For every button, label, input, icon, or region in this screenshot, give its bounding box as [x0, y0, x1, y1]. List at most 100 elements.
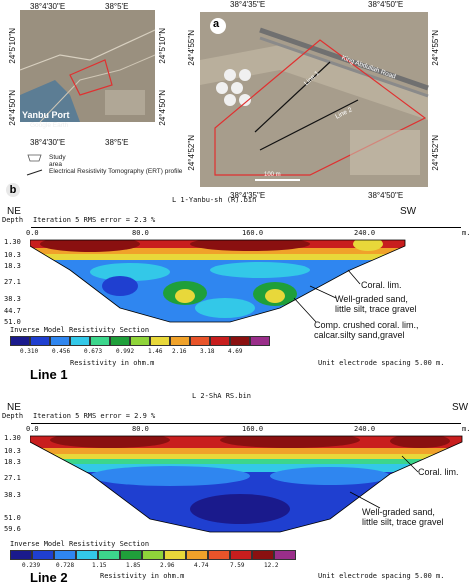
resistivity-section-2: L 2-ShA RS.bin NE SW Depth Iteration 5 R…	[0, 392, 474, 585]
section1-file-title: L 1-Yanbu-sh (R).bin	[172, 196, 257, 204]
coord-left-a2: 24°4'52"N	[187, 135, 196, 171]
section1-swatch	[110, 336, 130, 346]
section1-legend-unit: Resistivity in ohm.m	[70, 359, 155, 367]
coord-top-2: 38°5'E	[105, 2, 129, 11]
section1-legend-value: 2.16	[172, 348, 187, 355]
section1-swatch	[170, 336, 190, 346]
coord-bottom-a2: 38°4'50"E	[368, 191, 404, 200]
place-label: Yanbu Port	[22, 110, 70, 120]
section1-legend-value: 0.456	[52, 348, 71, 355]
legend-ert-profile: Electrical Resistivity Tomography (ERT) …	[49, 168, 183, 175]
section1-legend-value: 0.673	[84, 348, 103, 355]
coord-bottom-a1: 38°4'35"E	[230, 191, 266, 200]
section2-pseudosection	[30, 435, 463, 533]
section1-xtick-0: 0.0	[26, 229, 39, 237]
coord-bottom-2: 38°5'E	[105, 138, 129, 147]
section2-depth-2: 10.3	[4, 447, 21, 455]
section2-line-title: Line 2	[30, 570, 68, 585]
panel-label-b: b	[6, 183, 20, 197]
section1-legend-title: Inverse Model Resistivity Section	[10, 326, 150, 334]
section2-swatch	[10, 550, 32, 560]
location-map: 38°4'30"E 38°5'E 24°5'10"N 24°4'50"N 24°…	[0, 0, 185, 147]
section2-xtick-80: 80.0	[132, 425, 149, 433]
section2-legend-unit: Resistivity in ohm.m	[100, 572, 185, 580]
section2-depth-label: Depth	[2, 412, 24, 420]
map-credit: Google Earth	[30, 122, 69, 129]
section1-color-legend: 0.310 0.456 0.673 0.992 1.46 2.16 3.18 4…	[10, 336, 280, 358]
section2-ne: NE	[7, 402, 21, 413]
section1-swatch	[10, 336, 30, 346]
coord-right-a2: 24°4'52"N	[431, 135, 440, 171]
section1-ann-coral: Coral. lim.	[361, 280, 402, 290]
scale-bar-label: 100 m	[264, 172, 281, 178]
section2-legend-value: 7.59	[230, 562, 245, 569]
section2-legend-value: 0.728	[56, 562, 75, 569]
section1-swatch	[70, 336, 90, 346]
section1-spacing: Unit electrode spacing 5.00 m.	[318, 359, 445, 367]
section2-file-title: L 2-ShA RS.bin	[192, 392, 252, 400]
section2-xtick-0: 0.0	[26, 425, 39, 433]
section2-depth-7: 59.6	[4, 525, 21, 533]
section2-ann-sand-2: little silt, trace gravel	[362, 517, 444, 527]
section1-swatch	[190, 336, 210, 346]
section1-legend-value: 0.310	[20, 348, 39, 355]
section1-pseudosection	[30, 239, 406, 323]
section1-legend-value: 0.992	[116, 348, 135, 355]
section1-xunit: m.	[462, 229, 471, 237]
section2-swatch	[120, 550, 142, 560]
section1-swatch	[130, 336, 150, 346]
section2-spacing: Unit electrode spacing 5.00 m.	[318, 572, 445, 580]
coord-left-1: 24°5'10"N	[8, 28, 17, 64]
section2-swatch	[208, 550, 230, 560]
resistivity-section-1: L 1-Yanbu-sh (R).bin NE SW Depth Iterati…	[0, 196, 474, 386]
section1-depth-label: Depth	[2, 216, 24, 224]
section1-depth-6: 44.7	[4, 307, 21, 315]
section1-iteration: Iteration 5 RMS error = 2.3 %	[33, 216, 156, 224]
legend-study-area: Study area	[49, 154, 66, 168]
section1-depth-5: 38.3	[4, 295, 21, 303]
section2-depth-6: 51.0	[4, 514, 21, 522]
section1-xtick-240: 240.0	[354, 229, 376, 237]
section2-swatch	[54, 550, 76, 560]
coord-top-a1: 38°4'35"E	[230, 0, 266, 9]
section1-swatch	[150, 336, 170, 346]
section2-swatch	[32, 550, 54, 560]
section1-x-axis	[31, 227, 461, 228]
section1-depth-7: 51.0	[4, 318, 21, 326]
coord-left-2: 24°4'50"N	[8, 90, 17, 126]
coord-right-1: 24°5'10"N	[158, 28, 167, 64]
section1-swatch	[230, 336, 250, 346]
section2-ann-coral: Coral. lim.	[418, 467, 459, 477]
section2-xtick-240: 240.0	[354, 425, 376, 433]
section2-swatch	[164, 550, 186, 560]
section1-ann-sand-2: little silt, trace gravel	[335, 304, 417, 314]
section1-depth-1: 1.30	[4, 238, 21, 246]
section2-iteration: Iteration 5 RMS error = 2.9 %	[33, 412, 156, 420]
section1-xtick-160: 160.0	[242, 229, 264, 237]
section2-legend-value: 4.74	[194, 562, 209, 569]
coord-right-a1: 24°4'55"N	[431, 30, 440, 66]
section1-legend-value: 1.46	[148, 348, 163, 355]
section1-swatch	[250, 336, 270, 346]
coord-top-1: 38°4'30"E	[30, 2, 66, 11]
section1-ann-comp-2: calcar.silty sand,gravel	[314, 330, 405, 340]
section1-ann-comp-1: Comp. crushed coral. lim.,	[314, 320, 419, 330]
section1-swatch	[90, 336, 110, 346]
coord-top-a2: 38°4'50"E	[368, 0, 404, 9]
legend-symbols	[26, 154, 43, 176]
section2-swatch	[142, 550, 164, 560]
site-map-image	[200, 12, 429, 187]
section1-depth-3: 18.3	[4, 262, 21, 270]
section2-depth-3: 18.3	[4, 458, 21, 466]
section2-x-axis	[31, 423, 461, 424]
section1-legend-value: 4.69	[228, 348, 243, 355]
section1-ann-arrows	[293, 269, 361, 323]
section2-color-legend: 0.239 0.728 1.15 1.85 2.96 4.74 7.59 12.…	[10, 550, 310, 572]
section1-swatch	[30, 336, 50, 346]
section1-swatch	[50, 336, 70, 346]
section2-xtick-160: 160.0	[242, 425, 264, 433]
section2-legend-title: Inverse Model Resistivity Section	[10, 540, 150, 548]
section1-ne: NE	[7, 206, 21, 217]
section2-swatch	[98, 550, 120, 560]
map-label-a: a	[213, 18, 220, 30]
